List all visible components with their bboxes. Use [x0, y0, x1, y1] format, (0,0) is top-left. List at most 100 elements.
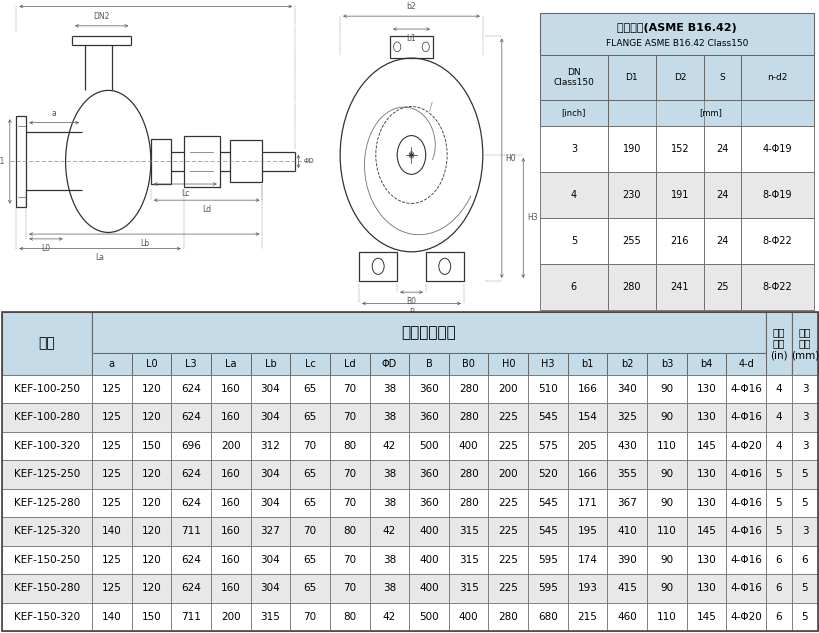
Text: 125: 125: [102, 583, 121, 593]
Bar: [369, 460, 409, 489]
Text: 90: 90: [659, 470, 672, 479]
Bar: [567, 353, 607, 375]
Text: 120: 120: [142, 413, 161, 422]
Text: 280: 280: [622, 282, 640, 292]
Bar: [646, 460, 686, 489]
Bar: [210, 517, 251, 546]
Bar: [646, 353, 686, 375]
Bar: [765, 432, 791, 460]
Text: Lc: Lc: [181, 189, 189, 198]
Bar: [229, 141, 262, 182]
Bar: [488, 432, 527, 460]
Text: 130: 130: [696, 384, 716, 394]
Bar: [791, 517, 817, 546]
Text: 70: 70: [303, 611, 316, 622]
Text: 125: 125: [102, 470, 121, 479]
Bar: [171, 574, 210, 603]
Bar: [726, 574, 765, 603]
Bar: [607, 375, 646, 403]
Text: 711: 711: [181, 526, 201, 536]
Text: 624: 624: [181, 413, 201, 422]
Text: 230: 230: [622, 190, 640, 200]
Bar: [409, 403, 448, 432]
Bar: [132, 489, 171, 517]
Bar: [646, 489, 686, 517]
Text: 545: 545: [537, 413, 557, 422]
Text: 5: 5: [801, 611, 808, 622]
Bar: [607, 574, 646, 603]
Text: 145: 145: [696, 611, 716, 622]
Text: 3: 3: [570, 144, 577, 154]
Text: 120: 120: [142, 555, 161, 565]
Text: 120: 120: [142, 498, 161, 508]
Text: 225: 225: [498, 555, 518, 565]
Text: b4: b4: [406, 323, 415, 329]
Text: 125: 125: [102, 555, 121, 565]
Bar: [646, 546, 686, 574]
Text: 315: 315: [458, 583, 478, 593]
Bar: [2, 489, 92, 517]
Text: D2: D2: [673, 73, 686, 82]
Bar: [329, 517, 369, 546]
Text: 65: 65: [303, 555, 316, 565]
Text: KEF-125-320: KEF-125-320: [14, 526, 80, 536]
Bar: [210, 574, 251, 603]
Text: b4: b4: [699, 359, 712, 368]
Bar: [539, 264, 607, 310]
Bar: [646, 517, 686, 546]
Bar: [92, 403, 132, 432]
Text: KEF-125-250: KEF-125-250: [14, 470, 80, 479]
Text: 280: 280: [458, 384, 478, 394]
Bar: [210, 375, 251, 403]
Bar: [210, 489, 251, 517]
Text: 360: 360: [419, 384, 438, 394]
Bar: [686, 517, 726, 546]
Text: 500: 500: [419, 611, 438, 622]
Text: La: La: [96, 253, 104, 263]
Text: 4: 4: [775, 384, 781, 394]
Bar: [210, 403, 251, 432]
Bar: [539, 126, 607, 172]
Bar: [539, 100, 607, 126]
Bar: [329, 460, 369, 489]
Bar: [92, 489, 132, 517]
Text: 110: 110: [656, 441, 676, 451]
Text: 166: 166: [577, 384, 597, 394]
Text: 70: 70: [342, 555, 355, 565]
Bar: [567, 432, 607, 460]
Text: 145: 145: [696, 526, 716, 536]
Text: 304: 304: [260, 498, 280, 508]
Text: 160: 160: [220, 498, 240, 508]
Text: 520: 520: [537, 470, 557, 479]
Text: 90: 90: [659, 498, 672, 508]
Text: L0: L0: [146, 359, 157, 368]
Text: 545: 545: [537, 498, 557, 508]
Text: Ld: Ld: [343, 359, 355, 368]
Bar: [567, 517, 607, 546]
Bar: [329, 432, 369, 460]
Bar: [92, 375, 132, 403]
Text: 215: 215: [577, 611, 597, 622]
Bar: [765, 460, 791, 489]
Text: 3: 3: [801, 526, 808, 536]
Bar: [527, 432, 567, 460]
Bar: [527, 517, 567, 546]
Bar: [448, 403, 488, 432]
Bar: [686, 375, 726, 403]
Bar: [765, 603, 791, 631]
Bar: [607, 460, 646, 489]
Text: Lc: Lc: [304, 359, 315, 368]
Bar: [655, 55, 704, 100]
Bar: [448, 574, 488, 603]
Bar: [290, 603, 329, 631]
Text: La: La: [224, 359, 236, 368]
Text: 400: 400: [419, 555, 438, 565]
Bar: [2, 517, 92, 546]
Bar: [329, 375, 369, 403]
Bar: [132, 353, 171, 375]
Bar: [704, 264, 740, 310]
Text: 624: 624: [181, 498, 201, 508]
Text: 6: 6: [570, 282, 577, 292]
Text: 624: 624: [181, 555, 201, 565]
Text: 500: 500: [419, 441, 438, 451]
